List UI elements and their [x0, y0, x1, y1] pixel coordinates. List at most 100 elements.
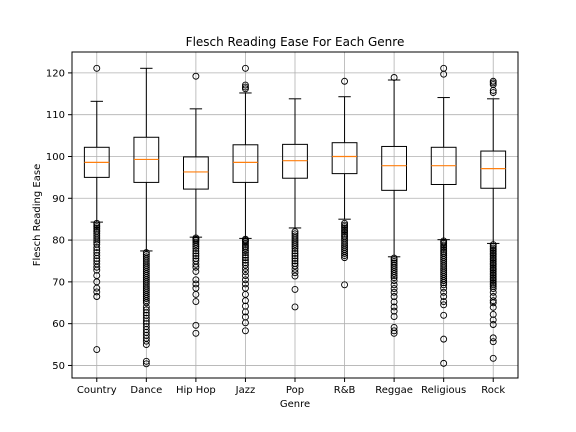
x-axis-ticks: Country Dance Hip Hop Jazz Pop R&B Reggae Relig… — [77, 378, 505, 396]
outlier-point — [241, 85, 249, 93]
outlier-point — [390, 329, 398, 337]
y-tick-label: 110 — [46, 110, 65, 121]
outlier-point — [241, 327, 249, 335]
outlier-point — [489, 299, 497, 307]
outlier-point — [93, 252, 101, 259]
outlier-point — [142, 337, 150, 345]
outlier-point — [241, 268, 249, 276]
outlier-point — [489, 89, 497, 96]
outlier-point — [93, 266, 101, 274]
outlier-point — [142, 314, 150, 322]
outlier-point — [390, 274, 398, 282]
outlier-point — [390, 74, 398, 81]
outlier-point — [142, 341, 150, 349]
outlier-point — [192, 276, 200, 284]
outlier-point — [142, 317, 150, 325]
outlier-point — [93, 346, 101, 354]
outlier-point — [291, 240, 299, 248]
outlier-point — [241, 319, 249, 327]
y-tick-label: 50 — [52, 361, 65, 372]
outlier-point — [390, 313, 398, 321]
outlier-point — [390, 288, 398, 296]
outlier-point — [440, 70, 448, 78]
box-iqr — [232, 144, 259, 183]
outlier-point — [390, 285, 398, 293]
outlier-point — [341, 77, 349, 85]
outlier-point — [390, 277, 398, 285]
box-iqr — [480, 150, 507, 189]
outlier-point — [489, 316, 497, 324]
y-tick-label: 100 — [46, 152, 65, 163]
outlier-point — [440, 301, 448, 309]
y-tick-label: 80 — [52, 236, 65, 247]
box-country — [83, 64, 110, 354]
outlier-point — [192, 298, 200, 305]
outlier-point — [440, 281, 448, 289]
box-r-b — [331, 77, 358, 289]
outlier-point — [489, 338, 497, 346]
x-tick-label: Pop — [286, 385, 304, 396]
outlier-point — [192, 244, 200, 252]
box-iqr — [183, 156, 209, 190]
outlier-point — [241, 297, 249, 305]
outlier-point — [489, 288, 497, 296]
outlier-point — [192, 240, 200, 248]
outlier-point — [440, 288, 448, 296]
outlier-point — [341, 252, 349, 259]
x-tick-label: Reggae — [375, 385, 413, 396]
x-tick-label: Country — [77, 385, 117, 396]
outlier-point — [440, 284, 448, 292]
x-tick-label: Jazz — [235, 385, 256, 396]
outlier-point — [440, 359, 448, 367]
outlier-point — [390, 281, 398, 289]
outlier-point — [93, 293, 101, 300]
outlier-point — [93, 288, 101, 296]
x-tick-label: Hip Hop — [176, 385, 216, 396]
x-tick-label: R&B — [334, 385, 356, 396]
outlier-point — [291, 303, 299, 311]
outlier-point — [489, 303, 497, 311]
outlier-point — [489, 334, 497, 342]
outlier-point — [440, 311, 448, 319]
outlier-point — [93, 236, 101, 244]
outlier-point — [291, 255, 299, 262]
y-tick-label: 70 — [52, 277, 65, 288]
outlier-point — [241, 261, 249, 269]
box-iqr — [331, 142, 358, 175]
outlier-point — [291, 247, 299, 255]
outlier-point — [93, 244, 101, 252]
outlier-point — [341, 281, 349, 289]
outlier-point — [291, 269, 299, 277]
outlier-point — [489, 311, 497, 318]
outlier-point — [241, 256, 249, 264]
box-dance — [133, 67, 160, 368]
y-axis-label: Flesch Reading Ease — [32, 164, 43, 267]
outlier-point — [440, 298, 448, 305]
outlier-point — [192, 329, 200, 337]
outlier-point — [440, 277, 448, 285]
outlier-point — [192, 267, 200, 275]
outlier-point — [93, 64, 101, 72]
outlier-point — [390, 303, 398, 311]
outlier-point — [192, 290, 200, 298]
outlier-point — [291, 257, 299, 265]
outlier-point — [192, 242, 200, 250]
outlier-point — [241, 64, 249, 72]
box-religious — [430, 64, 457, 367]
outlier-point — [390, 293, 398, 300]
box-jazz — [232, 64, 259, 335]
outlier-point — [93, 238, 101, 246]
outlier-point — [489, 297, 497, 305]
outlier-point — [241, 265, 249, 272]
box-rock — [480, 77, 507, 362]
outlier-point — [291, 242, 299, 250]
outlier-point — [93, 246, 101, 254]
outlier-point — [192, 260, 200, 268]
outlier-point — [93, 255, 101, 262]
y-tick-label: 120 — [46, 68, 65, 79]
outlier-point — [241, 272, 249, 280]
x-tick-label: Dance — [130, 385, 162, 396]
outlier-point — [241, 247, 249, 254]
outlier-point — [489, 285, 497, 293]
outlier-point — [192, 247, 200, 255]
